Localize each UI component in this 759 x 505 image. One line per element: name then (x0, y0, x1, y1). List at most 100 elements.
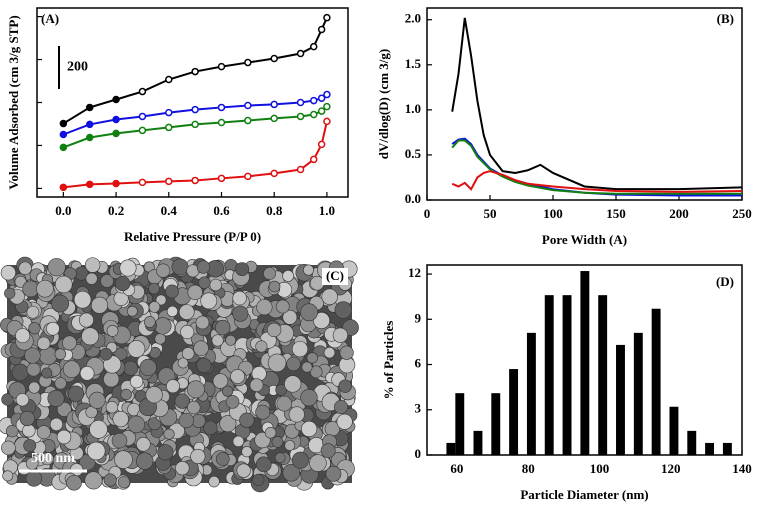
particle (148, 282, 160, 295)
particle (332, 327, 348, 343)
bar (633, 332, 643, 455)
data-point (138, 87, 147, 96)
particle (264, 427, 277, 439)
data-point (270, 169, 278, 178)
particle (275, 299, 290, 314)
y-axis-label: % of Particles (381, 321, 396, 400)
x-tick-label: 0.4 (161, 203, 178, 218)
particle (54, 275, 73, 294)
data-point (323, 13, 331, 22)
particle (222, 385, 234, 397)
x-tick-label: 150 (606, 206, 626, 221)
particle (40, 452, 54, 466)
particle (114, 347, 128, 361)
x-axis-label: Particle Diameter (nm) (520, 487, 648, 502)
particle (301, 361, 313, 373)
particle (230, 369, 245, 384)
particle (215, 452, 230, 466)
particle (195, 315, 210, 330)
bar (651, 308, 661, 455)
particle (284, 375, 302, 393)
particle (276, 395, 293, 412)
y-tick-label: 1.0 (405, 101, 421, 116)
particle (11, 363, 29, 381)
particle (41, 367, 53, 379)
data-point (270, 54, 278, 63)
data-point (323, 117, 331, 126)
particle (300, 388, 318, 407)
bar (705, 442, 715, 455)
particle (114, 450, 133, 469)
particle (286, 356, 301, 372)
particle (320, 443, 336, 459)
particle (1, 440, 16, 456)
particle (73, 290, 92, 309)
particle (313, 312, 331, 329)
particle (219, 415, 237, 433)
data-point (217, 118, 226, 127)
particle (208, 475, 220, 488)
particle (36, 425, 51, 440)
particle (301, 420, 318, 438)
particle (180, 325, 195, 340)
particle (36, 279, 54, 298)
particle (155, 263, 171, 278)
particle (268, 280, 281, 293)
particle (155, 294, 167, 306)
data-point (59, 130, 68, 139)
particle (100, 274, 114, 288)
x-tick-label: 0 (424, 206, 431, 221)
particle (193, 340, 209, 357)
particle (282, 464, 301, 482)
y-tick-label: 2.0 (405, 11, 421, 26)
data-point (112, 95, 120, 104)
bar (446, 442, 456, 455)
particle (136, 437, 151, 452)
data-point (323, 102, 331, 111)
particle (6, 424, 19, 438)
particle (178, 304, 195, 320)
particle (191, 413, 206, 428)
particle (148, 301, 161, 313)
particle (165, 284, 179, 299)
x-tick-label: 0.0 (55, 203, 71, 218)
particle (209, 278, 222, 292)
particle (336, 413, 353, 430)
particle (51, 294, 70, 313)
particle (25, 457, 39, 470)
particle (249, 378, 264, 393)
bar (598, 295, 608, 455)
particle (127, 340, 146, 358)
data-point (191, 67, 199, 76)
data-point (270, 114, 278, 123)
series-line (62, 93, 328, 136)
data-point (112, 115, 120, 124)
particle (106, 324, 119, 337)
particle (239, 412, 255, 428)
particle (148, 417, 162, 431)
particle (309, 454, 327, 472)
data-point (309, 96, 318, 105)
particle (302, 264, 314, 276)
data-point (165, 108, 173, 117)
particle (255, 456, 272, 473)
data-point (296, 165, 305, 174)
data-point (85, 120, 94, 129)
y-tick-label: 0.0 (405, 191, 421, 206)
data-point (244, 101, 252, 110)
data-point (191, 120, 199, 129)
particle (157, 444, 174, 461)
y-tick-label: 1.5 (405, 56, 422, 71)
particle (255, 404, 271, 420)
particle (232, 435, 245, 448)
particle (215, 319, 231, 336)
particle (54, 348, 67, 360)
particle (28, 322, 41, 335)
particle (325, 465, 342, 482)
particle (84, 257, 101, 273)
particle (334, 301, 353, 319)
particle (86, 441, 106, 461)
particle (338, 379, 352, 393)
particle (89, 420, 108, 439)
particle (154, 317, 172, 335)
